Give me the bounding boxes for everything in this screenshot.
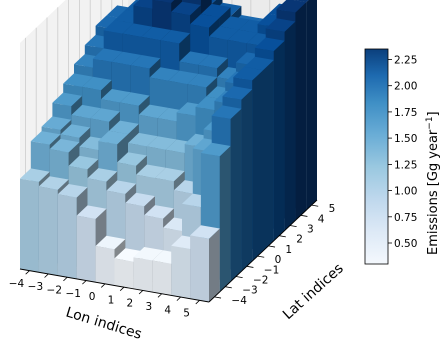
x-tick-mark <box>157 293 163 298</box>
colorbar-ticks: 0.50 0.75 1.00 1.25 1.50 1.75 2.00 2.25 <box>388 55 417 250</box>
colorbar-label-close: ] <box>426 111 440 116</box>
y-tick-mark <box>235 276 243 279</box>
x-tick-mark <box>176 296 181 301</box>
bar <box>190 225 220 302</box>
x-tick-label: −4 <box>9 278 25 290</box>
y-tick-label: −2 <box>253 275 268 287</box>
x-tick-mark <box>100 283 106 288</box>
colorbar-label: Emissions [Gg year−1] <box>425 111 440 255</box>
y-tick-label: 4 <box>318 213 325 225</box>
y-tick-mark <box>311 204 319 207</box>
axis-lines <box>19 199 318 303</box>
x-tick-label: −3 <box>28 281 43 293</box>
y-tick-mark <box>214 296 222 299</box>
y-tick-mark <box>225 286 232 289</box>
y-tick-mark <box>257 255 265 258</box>
y-tick-mark <box>279 235 286 238</box>
y-tick-label: 2 <box>296 234 303 246</box>
colorbar-tick-label: 1.00 <box>394 186 417 198</box>
y-tick-mark <box>246 265 254 268</box>
x-tick-label: 2 <box>127 298 134 310</box>
y-tick-label: 5 <box>329 203 336 215</box>
y-tick-label: −1 <box>264 264 279 276</box>
colorbar-tick-label: 2.00 <box>394 81 417 93</box>
x-axis-label: Lon indices <box>64 305 144 343</box>
y-tick-label: 1 <box>285 244 292 256</box>
colorbar <box>364 48 389 265</box>
x-tick-mark <box>138 290 144 295</box>
x-tick-mark <box>63 276 68 282</box>
x-tick-label: −1 <box>65 288 80 300</box>
x-tick-label: −2 <box>47 285 62 297</box>
colorbar-tick-label: 1.75 <box>394 107 417 119</box>
y-axis-label: Lat indices <box>280 261 347 323</box>
y-tick-mark <box>289 225 297 228</box>
y-tick-label: −4 <box>231 295 247 307</box>
x-tick-label: 1 <box>108 294 115 306</box>
colorbar-label-exponent: −1 <box>425 116 435 129</box>
colorbar-tick-label: 1.50 <box>394 133 417 145</box>
x-tick-mark <box>25 270 30 275</box>
x-tick-mark <box>44 273 49 278</box>
x-tick-label: 0 <box>89 291 96 303</box>
y-tick-label: 3 <box>307 224 314 236</box>
colorbar-tick-label: 1.25 <box>394 159 417 171</box>
x-tick-label: 5 <box>183 308 190 320</box>
y-tick-mark <box>300 214 308 217</box>
x-tick-label: 3 <box>145 301 152 313</box>
x-ticks: −4 −3 −2 −1 0 1 2 3 4 5 <box>9 270 200 320</box>
colorbar-tick-label: 0.50 <box>394 238 417 250</box>
x-tick-mark <box>119 286 125 292</box>
y-tick-mark <box>268 245 276 248</box>
x-tick-mark <box>82 280 87 285</box>
y-tick-label: −3 <box>242 285 257 297</box>
bars <box>20 0 317 302</box>
colorbar-tick-label: 2.25 <box>394 55 417 67</box>
colorbar-tick-label: 0.75 <box>394 212 417 224</box>
x-tick-label: 4 <box>164 304 171 316</box>
y-tick-label: 0 <box>275 254 282 266</box>
x-tick-mark <box>195 300 200 305</box>
